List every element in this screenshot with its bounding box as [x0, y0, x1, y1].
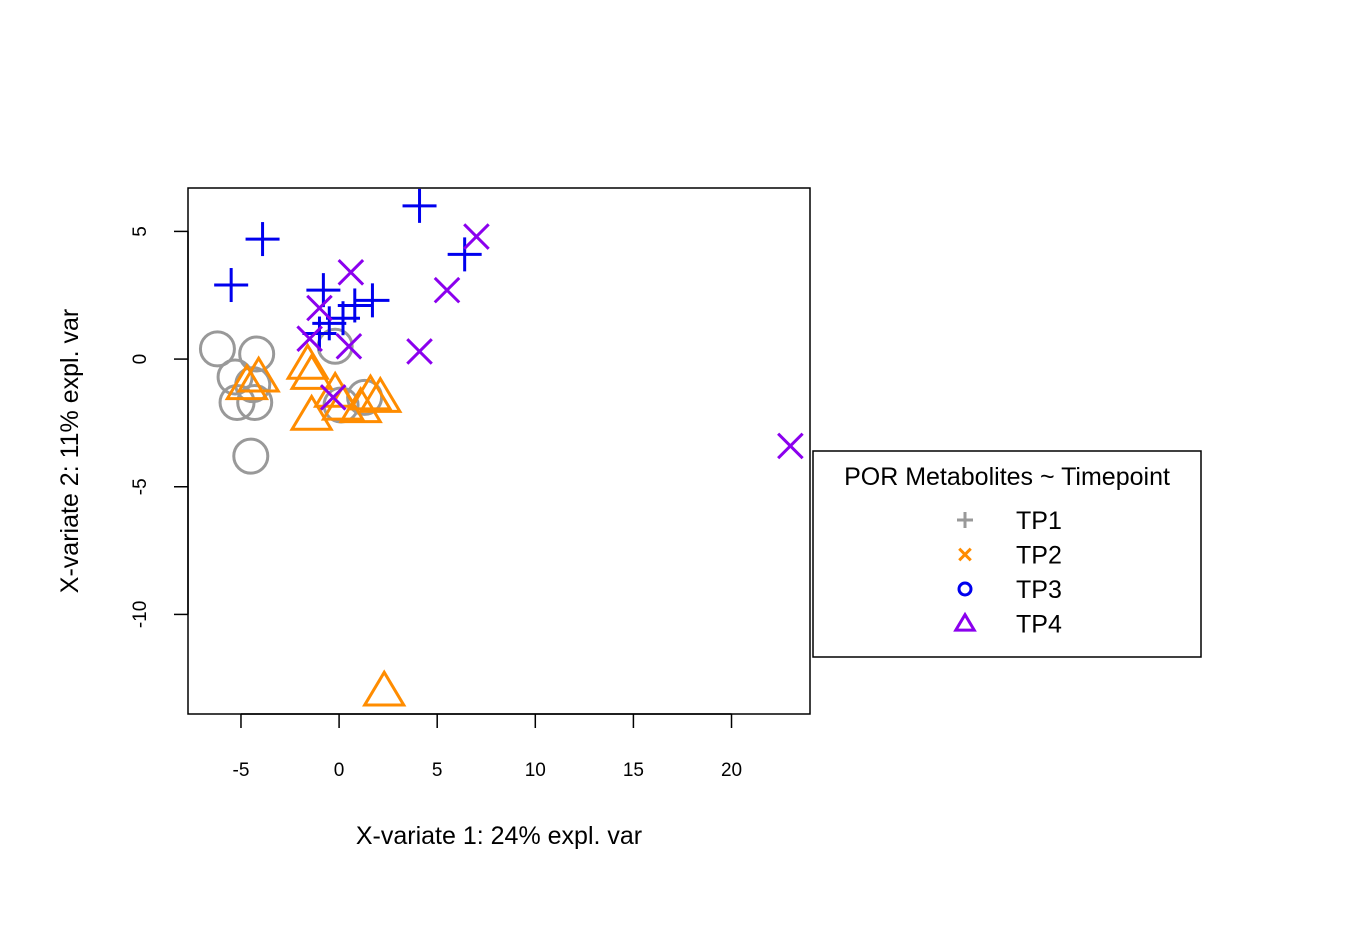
- data-point-0-1: [238, 335, 276, 373]
- data-point-3-0: [337, 258, 365, 286]
- data-point-0-6: [232, 437, 270, 475]
- data-point-3-6: [433, 276, 461, 304]
- legend-marker-tp2: [958, 547, 972, 562]
- data-point-1-3: [224, 362, 270, 401]
- data-point-0-4: [218, 383, 256, 421]
- x-tick-label-3: 10: [525, 760, 546, 781]
- legend-label-tp4: TP4: [1016, 611, 1062, 639]
- y-axis: 5 0 -5 -10: [130, 226, 189, 628]
- data-point-3-4: [319, 384, 347, 411]
- data-point-1-1: [289, 352, 334, 390]
- data-point-2-8: [402, 188, 437, 223]
- legend-title: POR Metabolites ~ Timepoint: [844, 463, 1170, 491]
- legend-label-tp2: TP2: [1016, 542, 1062, 570]
- data-point-1-10: [362, 669, 407, 707]
- x-tick-label-5: 20: [721, 760, 742, 781]
- data-point-3-5: [406, 338, 433, 365]
- legend: POR Metabolites ~ Timepoint TP1 TP2 TP3 TP4: [812, 450, 1202, 658]
- x-tick-label-2: 5: [432, 760, 443, 781]
- data-point-2-7: [355, 283, 390, 318]
- data-point-2-0: [214, 268, 249, 303]
- y-tick-label-3: -10: [130, 601, 151, 628]
- legend-marker-tp3: [957, 581, 973, 597]
- y-tick-label-1: 0: [130, 354, 151, 365]
- data-point-3-2: [296, 325, 323, 352]
- y-axis-title: X-variate 2: 11% expl. var: [56, 309, 84, 593]
- x-tick-label-1: 0: [334, 760, 345, 781]
- legend-marker-tp1: [957, 512, 973, 528]
- legend-box: [812, 450, 1202, 658]
- y-tick-label-0: 5: [130, 226, 151, 237]
- data-point-2-6: [337, 288, 372, 323]
- data-point-3-7: [463, 223, 490, 250]
- data-point-1-8: [348, 373, 393, 411]
- data-point-0-0: [198, 330, 236, 368]
- data-point-1-0: [285, 342, 330, 380]
- y-tick-label-2: -5: [130, 478, 151, 495]
- legend-marker-tp4: [953, 611, 977, 632]
- data-point-3-1: [306, 294, 333, 322]
- data-point-3-3: [335, 333, 363, 360]
- data-point-2-2: [306, 273, 341, 308]
- data-point-1-7: [338, 385, 383, 424]
- data-point-1-9: [358, 375, 403, 413]
- data-point-1-5: [289, 393, 334, 431]
- data-point-2-9: [447, 237, 482, 272]
- x-axis-title: X-variate 1: 24% expl. var: [356, 822, 642, 850]
- legend-label-tp3: TP3: [1016, 576, 1062, 604]
- data-point-1-2: [236, 355, 281, 393]
- x-tick-label-0: -5: [233, 760, 250, 781]
- data-points: [198, 188, 804, 707]
- data-point-2-4: [312, 306, 347, 341]
- data-point-2-1: [245, 222, 280, 257]
- x-tick-label-4: 15: [623, 760, 644, 781]
- legend-entries: TP1 TP2 TP3 TP4: [953, 507, 1062, 639]
- legend-label-tp1: TP1: [1016, 507, 1062, 535]
- x-axis: -5 0 5 10 15 20: [233, 713, 742, 781]
- data-point-3-8: [777, 432, 804, 460]
- data-point-0-5: [236, 383, 274, 421]
